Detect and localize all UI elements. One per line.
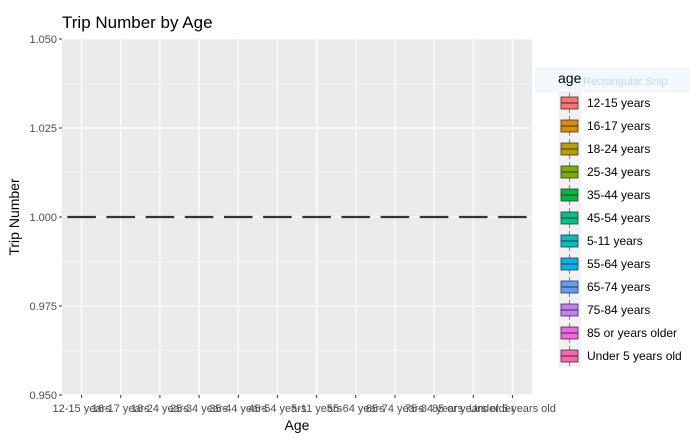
x-tick-label: 12-15 years	[53, 403, 112, 415]
legend-title: age	[558, 70, 582, 86]
y-axis-title: Trip Number	[6, 178, 22, 256]
x-tick-label: 25-34 years	[170, 403, 229, 415]
box-16-17-years	[106, 215, 136, 219]
legend: Rectangular Snip age 12-15 years 16-17 ye…	[535, 67, 690, 368]
y-tick-label: 1.025	[29, 123, 57, 135]
legend-label: 35-44 years	[587, 188, 650, 202]
y-tick-label: 1.000	[29, 212, 57, 224]
y-axis: 0.950 0.975 1.000 1.025 1.050	[29, 34, 62, 402]
box-12-15-years	[67, 215, 96, 219]
legend-item: Under 5 years old	[558, 344, 682, 368]
x-tick-label: Under 5 years old	[469, 403, 556, 415]
box-5-11-years	[302, 215, 331, 219]
x-tick-label: 55-64 years	[327, 403, 386, 415]
x-tick-label: 45-54 years	[248, 403, 307, 415]
legend-item: 45-54 years	[558, 206, 650, 230]
x-axis-title: Age	[285, 417, 310, 433]
y-tick-label: 0.975	[29, 301, 57, 313]
chart-title: Trip Number by Age	[62, 13, 213, 32]
box-25-34-years	[184, 215, 214, 219]
box-85-or-years-older	[458, 215, 488, 219]
legend-item: 25-34 years	[558, 160, 650, 184]
x-tick-label: 75-84 years	[405, 403, 464, 415]
legend-label: 65-74 years	[587, 280, 650, 294]
legend-label: 16-17 years	[587, 119, 650, 133]
legend-item: 55-64 years	[558, 252, 650, 276]
legend-item: 16-17 years	[558, 114, 650, 138]
x-tick-label: 5-11 years	[291, 403, 343, 415]
x-tick-label: 85 or years older	[432, 403, 515, 415]
legend-label: 75-84 years	[587, 303, 650, 317]
snip-overlay-text: Rectangular Snip	[583, 76, 667, 88]
legend-label: 25-34 years	[587, 165, 650, 179]
box-35-44-years	[223, 215, 253, 219]
legend-label: 55-64 years	[587, 257, 650, 271]
legend-item: 12-15 years	[558, 91, 650, 115]
legend-label: 85 or years older	[587, 326, 677, 340]
box-55-64-years	[341, 215, 371, 219]
y-tick-label: 1.050	[29, 34, 57, 46]
legend-label: Under 5 years old	[587, 349, 682, 363]
y-tick-label: 0.950	[29, 390, 57, 402]
boxes	[67, 215, 527, 219]
legend-label: 5-11 years	[587, 234, 643, 248]
legend-item: 75-84 years	[558, 298, 650, 322]
legend-item: 5-11 years	[558, 229, 643, 253]
legend-label: 45-54 years	[587, 211, 650, 225]
snip-overlay-box	[535, 67, 690, 93]
legend-label: 18-24 years	[587, 142, 650, 156]
legend-item: 65-74 years	[558, 275, 650, 299]
legend-item: 18-24 years	[558, 137, 650, 161]
legend-label: 12-15 years	[587, 96, 650, 110]
legend-item: 85 or years older	[558, 321, 677, 345]
box-75-84-years	[419, 215, 449, 219]
x-tick-label: 18-24 years	[131, 403, 190, 415]
box-45-54-years	[263, 215, 292, 219]
box-18-24-years	[145, 215, 175, 219]
box-65-74-years	[380, 215, 410, 219]
x-tick-label: 16-17 years	[92, 403, 151, 415]
legend-item: 35-44 years	[558, 183, 650, 207]
x-tick-label: 35-44 years	[209, 403, 268, 415]
box-under-5-years-old	[498, 215, 527, 219]
x-tick-label: 65-74 years	[366, 403, 425, 415]
